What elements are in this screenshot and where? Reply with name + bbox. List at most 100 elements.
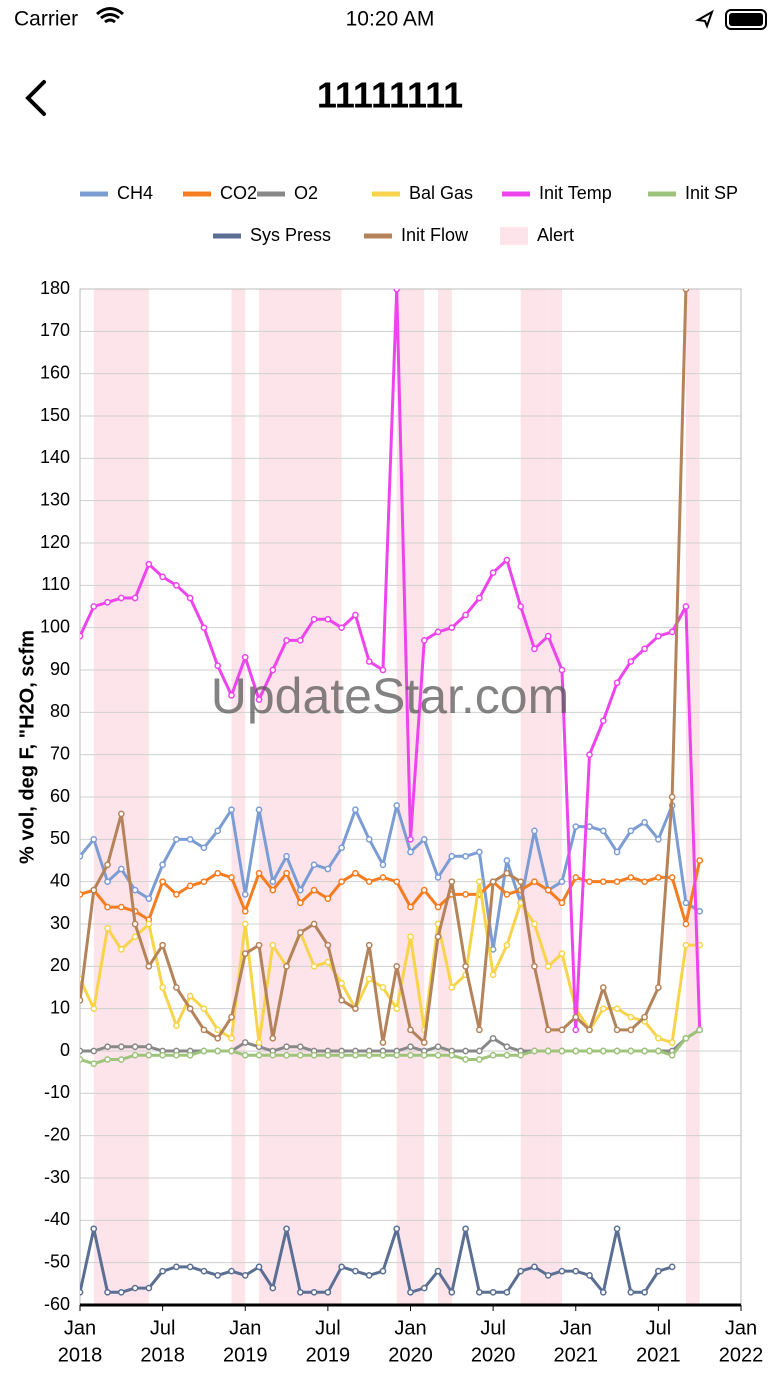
- data-point: [365, 1272, 373, 1279]
- data-point: [544, 886, 552, 894]
- battery: [725, 9, 767, 30]
- data-point: [407, 933, 414, 941]
- data-point: [531, 645, 538, 653]
- data-point: [352, 1005, 359, 1013]
- data-point: [296, 1288, 304, 1296]
- legend-label: O2: [294, 183, 318, 203]
- series-line: [80, 289, 702, 1032]
- data-point: [407, 1026, 414, 1034]
- legend-swatch: [648, 191, 676, 197]
- legend-swatch: [502, 191, 530, 197]
- series-line: [80, 1227, 673, 1294]
- y-tick-label: 70: [50, 743, 70, 763]
- data-point: [641, 1013, 648, 1021]
- y-tick-label: 100: [40, 616, 70, 636]
- data-point: [586, 823, 593, 830]
- data-point: [379, 861, 387, 869]
- legend-swatch: [183, 191, 211, 197]
- data-point: [117, 810, 125, 818]
- data-point: [489, 1288, 497, 1296]
- data-point: [173, 1022, 180, 1029]
- data-point: [696, 1026, 704, 1034]
- data-point: [90, 1060, 98, 1068]
- data-point: [489, 569, 497, 576]
- data-point: [200, 624, 208, 632]
- y-tick-label: 150: [40, 405, 70, 425]
- data-point: [200, 1047, 208, 1055]
- data-point: [228, 1034, 235, 1042]
- y-tick-label: 110: [41, 574, 70, 594]
- data-point: [228, 874, 235, 881]
- data-point: [214, 1034, 222, 1042]
- data-point: [476, 594, 483, 602]
- data-point: [655, 1267, 662, 1275]
- data-point: [214, 827, 222, 835]
- data-point: [682, 603, 690, 610]
- data-point: [90, 1047, 98, 1055]
- data-point: [462, 611, 469, 619]
- data-point: [627, 1026, 635, 1034]
- data-point: [159, 1051, 166, 1059]
- data-point: [228, 1013, 235, 1021]
- y-tick-label: -30: [44, 1167, 70, 1187]
- data-point: [655, 632, 662, 640]
- data-point: [462, 1225, 469, 1233]
- data-point: [407, 848, 414, 856]
- data-point: [269, 1034, 277, 1042]
- data-point: [352, 611, 359, 619]
- data-point: [338, 878, 345, 886]
- data-point: [186, 835, 194, 843]
- data-point: [255, 869, 263, 877]
- series: [80, 1026, 704, 1068]
- data-point: [214, 662, 222, 670]
- x-tick-label: Jul: [315, 1317, 341, 1339]
- legend-swatch: [257, 191, 285, 197]
- data-point: [489, 971, 497, 979]
- data-point: [393, 289, 401, 293]
- data-point: [310, 920, 318, 928]
- data-point: [131, 1284, 139, 1292]
- data-point: [572, 1047, 580, 1055]
- data-point: [586, 1026, 593, 1034]
- data-point: [145, 920, 153, 928]
- data-point: [544, 1026, 552, 1034]
- data-point: [365, 975, 373, 983]
- x-tick-label: Jan: [560, 1317, 592, 1339]
- y-tick-label: -60: [44, 1294, 70, 1314]
- data-point: [365, 878, 373, 886]
- y-tick-label: 120: [40, 532, 70, 552]
- data-point: [407, 835, 414, 843]
- legend-label: Init SP: [685, 183, 738, 203]
- data-point: [393, 1005, 401, 1013]
- data-point: [145, 1284, 153, 1292]
- data-point: [641, 819, 648, 826]
- data-point: [544, 632, 552, 640]
- data-point: [131, 886, 139, 894]
- data-point: [668, 793, 676, 801]
- data-point: [586, 1047, 593, 1055]
- y-tick-label: 0: [60, 1040, 70, 1060]
- data-point: [462, 891, 469, 898]
- data-point: [517, 1267, 525, 1275]
- data-point: [145, 1043, 153, 1051]
- data-point: [572, 823, 580, 830]
- y-tick-label: 80: [50, 701, 70, 721]
- series-line: [80, 1028, 701, 1066]
- data-point: [517, 1051, 525, 1059]
- data-point: [365, 658, 373, 665]
- data-point: [159, 878, 166, 886]
- data-point: [572, 1013, 580, 1021]
- data-point: [641, 645, 648, 653]
- data-point: [682, 920, 690, 928]
- data-point: [241, 950, 249, 957]
- data-point: [131, 1043, 139, 1051]
- data-point: [241, 1039, 249, 1046]
- y-tick-label: 50: [50, 828, 70, 848]
- data-point: [696, 857, 704, 864]
- data-point: [434, 1267, 442, 1275]
- x-tick-label: Jan: [229, 1317, 261, 1339]
- legend-label: Sys Press: [250, 225, 331, 245]
- data-point: [200, 1005, 208, 1013]
- back-button[interactable]: [25, 80, 46, 116]
- data-point: [324, 1051, 332, 1059]
